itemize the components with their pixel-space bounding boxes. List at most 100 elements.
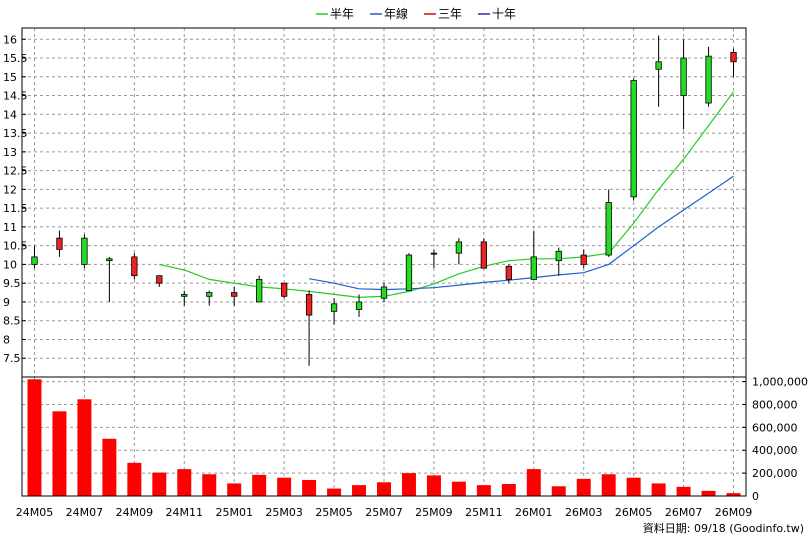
candlesticks <box>31 35 737 366</box>
volume-bar <box>52 411 67 496</box>
volume-tick-label: 400,000 <box>752 444 798 457</box>
price-tick-label: 15.5 <box>3 52 28 65</box>
volume-bar <box>401 473 416 496</box>
price-tick-label: 9 <box>3 296 10 309</box>
volume-bar <box>676 486 691 496</box>
price-tick-label: 11 <box>3 221 17 234</box>
candle-body <box>330 303 338 312</box>
candle-body <box>630 80 637 198</box>
candle-body <box>705 55 712 104</box>
volume-bar <box>501 483 516 496</box>
candle-body <box>56 237 63 250</box>
price-tick-label: 8 <box>3 333 10 346</box>
price-tick-label: 10 <box>3 258 17 271</box>
x-tick-label: 24M07 <box>66 506 104 519</box>
volume-bar <box>352 485 367 496</box>
x-tick-label: 25M03 <box>265 506 303 519</box>
candle-body <box>131 256 138 277</box>
legend-label: 年線 <box>384 6 408 21</box>
volume-tick-label: 200,000 <box>752 467 798 480</box>
legend-label: 十年 <box>492 7 516 21</box>
candle-body <box>430 252 438 255</box>
volume-bar <box>626 477 641 496</box>
candle-body <box>106 258 113 262</box>
candle-body <box>81 237 88 265</box>
candle-body <box>355 301 363 310</box>
candle-body <box>156 275 163 284</box>
volume-bar <box>102 438 117 496</box>
price-tick-label: 12 <box>3 183 17 196</box>
price-tick-label: 13 <box>3 146 17 159</box>
half-year-ma-line <box>159 91 734 299</box>
volume-bar <box>651 483 666 496</box>
price-tick-label: 15 <box>3 71 17 84</box>
x-tick-label: 25M07 <box>365 506 403 519</box>
volume-bar <box>576 478 591 496</box>
price-tick-label: 16 <box>3 33 17 46</box>
volume-bar <box>451 481 466 496</box>
price-tick-label: 8.5 <box>3 315 21 328</box>
x-tick-label: 26M09 <box>715 506 753 519</box>
volume-tick-label: 0 <box>752 490 759 503</box>
volume-bars <box>27 379 741 496</box>
price-tick-label: 14 <box>3 108 17 121</box>
x-tick-label: 25M05 <box>315 506 353 519</box>
volume-bar <box>551 486 566 496</box>
volume-bar <box>601 474 616 496</box>
candle-body <box>405 254 413 292</box>
x-tick-label: 25M09 <box>415 506 453 519</box>
volume-bar <box>252 474 267 496</box>
price-grid <box>22 28 746 377</box>
candle-body <box>206 292 213 297</box>
volume-axis-ticks: 0 200,000 400,000 600,000 800,000 1,000,000 <box>742 376 808 503</box>
volume-bar <box>526 469 541 496</box>
volume-tick-label: 1,000,000 <box>752 376 808 389</box>
volume-bar <box>177 469 192 496</box>
x-axis-ticks: 24M05 24M07 24M09 24M11 25M01 25M03 25M05 25M07… <box>16 506 753 519</box>
candle-body <box>31 256 38 265</box>
x-tick-label: 25M11 <box>465 506 503 519</box>
volume-bar <box>277 477 292 496</box>
candle-body <box>605 202 612 256</box>
price-tick-label: 7.5 <box>3 352 21 365</box>
volume-bar <box>77 399 92 496</box>
price-axis-ticks: 7.5 8 8.5 9 9.5 10 10.5 11 11.5 12 12.5 13 13.5 14 14.… <box>3 33 28 365</box>
x-tick-label: 26M05 <box>615 506 653 519</box>
volume-bar <box>127 462 142 496</box>
volume-bar <box>476 485 491 496</box>
x-tick-label: 26M07 <box>665 506 703 519</box>
x-tick-label: 24M05 <box>16 506 54 519</box>
legend-label: 半年 <box>330 7 354 21</box>
volume-bar <box>227 483 242 496</box>
candle-body <box>231 292 238 297</box>
price-tick-label: 12.5 <box>3 165 28 178</box>
candle-body <box>305 294 313 316</box>
candle-body <box>181 294 188 297</box>
volume-bar <box>327 488 342 496</box>
candle-body <box>580 254 587 265</box>
candle-body <box>530 256 537 280</box>
legend-label: 三年 <box>438 7 462 21</box>
candle-body <box>455 241 463 254</box>
price-tick-label: 10.5 <box>3 240 28 253</box>
x-tick-label: 25M01 <box>215 506 253 519</box>
volume-panel-frame <box>21 376 747 497</box>
x-tick-label: 24M09 <box>116 506 154 519</box>
volume-bar <box>726 493 741 496</box>
price-tick-label: 11.5 <box>3 202 28 215</box>
volume-bar <box>426 475 441 496</box>
x-tick-label: 24M11 <box>166 506 204 519</box>
candle-body <box>730 51 737 63</box>
candle-body <box>680 57 687 96</box>
moving-average-lines <box>159 91 734 299</box>
data-date-footer: 資料日期: 09/18 (Goodinfo.tw) <box>643 521 804 535</box>
price-tick-label: 14.5 <box>3 90 28 103</box>
volume-bar <box>152 472 167 496</box>
price-tick-label: 9.5 <box>3 277 21 290</box>
volume-bar <box>701 490 716 496</box>
volume-bar <box>202 474 217 496</box>
candle-body <box>505 265 512 280</box>
candle-body <box>655 61 662 70</box>
volume-bar <box>377 482 391 496</box>
x-tick-label: 26M03 <box>565 506 603 519</box>
